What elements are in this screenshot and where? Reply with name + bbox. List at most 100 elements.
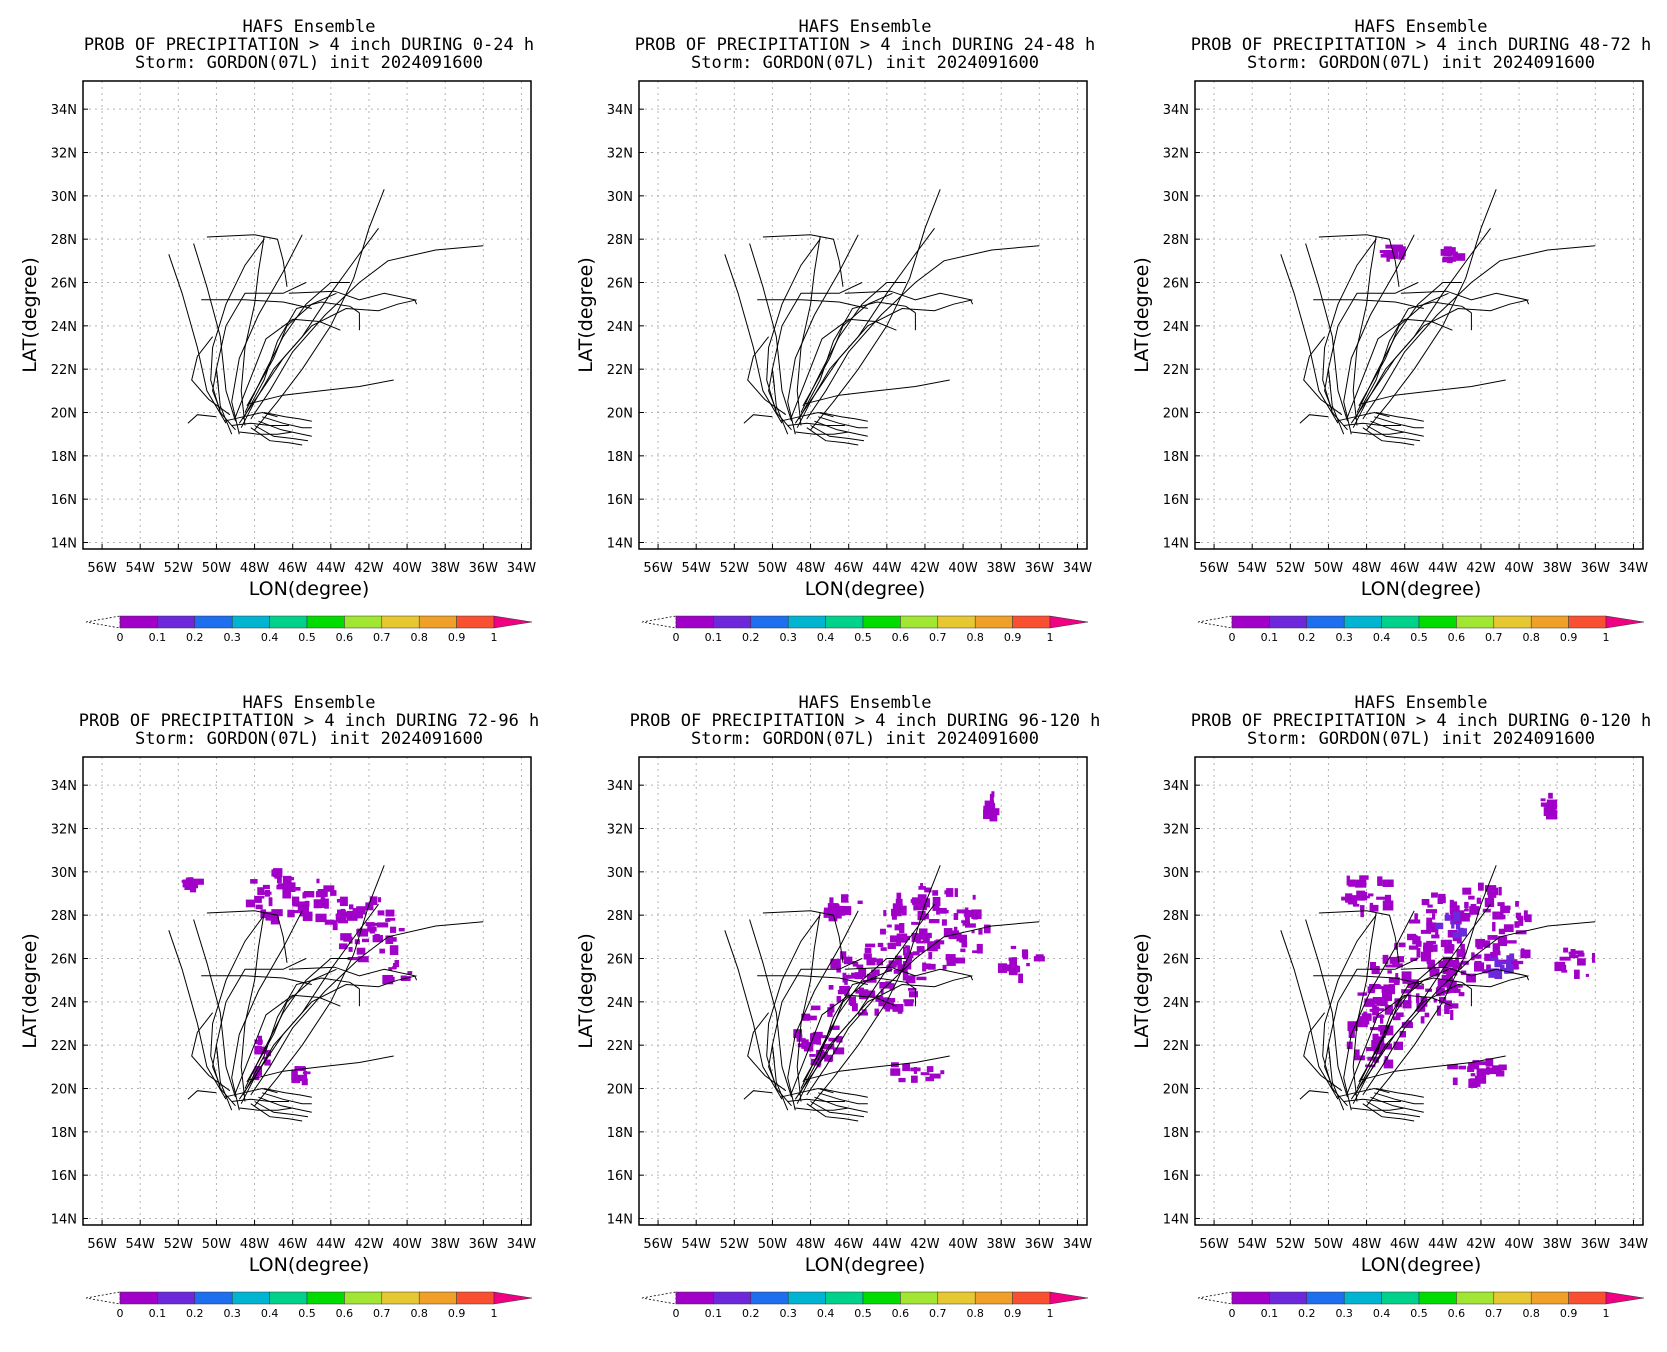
colorbar-label: 0.1 [705, 631, 723, 644]
track-line [238, 975, 417, 1100]
prob-cell [991, 808, 1000, 816]
track-line [235, 994, 341, 1093]
track-line [1299, 414, 1329, 424]
prob-cell [1386, 251, 1390, 262]
prob-cell [1498, 928, 1505, 935]
x-tick-label: 34W [507, 1237, 537, 1252]
prob-cell [1518, 915, 1524, 926]
prob-cell [1431, 934, 1440, 939]
prob-cell [271, 909, 283, 917]
x-tick-label: 44W [872, 561, 902, 576]
colorbar-segment [825, 615, 864, 629]
x-tick-label: 56W [1199, 1237, 1229, 1252]
track-line [250, 921, 484, 1096]
track-line [1343, 910, 1415, 1111]
x-tick-label: 46W [834, 1237, 864, 1252]
prob-cell [1446, 945, 1453, 952]
prob-cell [1395, 973, 1399, 981]
track-line [212, 1045, 221, 1087]
prob-cell [902, 1063, 911, 1072]
prob-cell [1516, 917, 1524, 921]
prob-cell [912, 936, 921, 942]
prob-cell [1476, 1068, 1487, 1077]
prob-cell [835, 907, 840, 914]
track-line [1299, 1090, 1329, 1100]
prob-cell [929, 1073, 941, 1079]
x-tick-label: 38W [431, 561, 461, 576]
prob-cell [1392, 1016, 1401, 1021]
y-tick-label: 20N [1163, 1083, 1189, 1098]
x-tick-label: 44W [1428, 561, 1458, 576]
track-line [235, 318, 341, 417]
prob-cell [262, 884, 270, 890]
y-tick-label: 18N [1163, 450, 1189, 465]
colorbar-segment [974, 615, 1013, 629]
prob-cell [1399, 1030, 1407, 1038]
y-tick-label: 30N [1163, 190, 1189, 205]
prob-cell [1506, 959, 1518, 967]
prob-cell [851, 1003, 858, 1012]
colorbar-label: 0.1 [149, 631, 167, 644]
track-line [1358, 968, 1449, 1083]
prob-cell [990, 811, 994, 817]
track-line [206, 910, 288, 963]
prob-cell [1407, 933, 1417, 941]
prob-cell [382, 974, 394, 985]
prob-cell [1492, 943, 1500, 952]
prob-cell [245, 899, 256, 908]
prob-cell [889, 983, 895, 991]
prob-cell [1492, 922, 1496, 932]
x-tick-label: 40W [948, 1237, 978, 1252]
prob-cell [1372, 996, 1382, 1001]
colorbar: 0 0.1 0.2 0.3 0.4 0.5 0.6 0.7 0.8 0.9 1 [641, 1291, 1089, 1320]
colorbar-segment [1418, 615, 1457, 629]
prob-cell [338, 943, 348, 950]
prob-cell [1433, 998, 1437, 1003]
track-line [1360, 379, 1506, 405]
prob-cell [880, 947, 887, 951]
colorbar-segment [231, 1291, 270, 1305]
prob-cell [836, 995, 842, 1003]
prob-cell [1444, 1004, 1450, 1015]
y-tick-label: 16N [51, 493, 77, 508]
prob-cell [922, 962, 927, 972]
prob-cell [315, 913, 327, 923]
x-tick-label: 42W [1466, 561, 1496, 576]
x-tick-label: 56W [643, 1237, 673, 1252]
chart-title-line-2: PROB OF PRECIPITATION > 4 inch DURING 96… [630, 711, 1101, 731]
colorbar-segment [1012, 1291, 1051, 1305]
y-tick-label: 14N [607, 537, 633, 552]
prob-cell [885, 1008, 891, 1012]
colorbar-segment [974, 1291, 1013, 1305]
prob-cell [1474, 954, 1482, 959]
y-tick-label: 14N [1163, 1213, 1189, 1228]
x-tick-label: 42W [1466, 1237, 1496, 1252]
x-tick-label: 50W [1314, 561, 1344, 576]
y-tick-label: 18N [1163, 1126, 1189, 1141]
prob-cell [840, 906, 852, 916]
x-tick-label: 52W [164, 561, 194, 576]
track-line [757, 299, 868, 309]
prob-cell [850, 996, 856, 1007]
colorbar-segment [1269, 1291, 1308, 1305]
colorbar-label: 0.6 [1448, 1307, 1466, 1320]
track-line [810, 1101, 865, 1118]
x-axis-label: LON(degree) [1361, 578, 1482, 600]
prob-cell [392, 963, 397, 970]
prob-cell [908, 991, 918, 998]
colorbar-segment [713, 615, 752, 629]
prob-cell [291, 1078, 301, 1084]
track-line [1313, 975, 1424, 985]
track-line [1327, 958, 1419, 1111]
colorbar-label: 0.2 [186, 631, 204, 644]
prob-cell [815, 1035, 822, 1045]
y-tick-label: 16N [607, 493, 633, 508]
prob-cell [1520, 948, 1525, 952]
prob-cell [1369, 983, 1380, 988]
prob-cell [898, 1077, 906, 1083]
track-line [844, 966, 974, 981]
track-line [743, 1090, 773, 1100]
prob-cell [361, 938, 370, 943]
prob-cell [887, 942, 896, 950]
prob-cell [1450, 990, 1456, 993]
